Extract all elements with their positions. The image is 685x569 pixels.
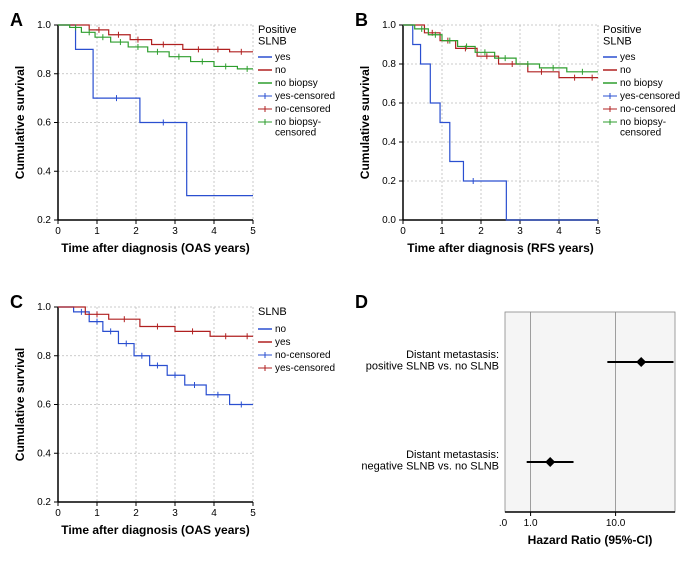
panel-A: A 0 1 2 3 4 5 0.2 0.4 0.6 0.8 1.0 Time after diagno… — [10, 10, 340, 277]
svg-text:Time after diagnosis (OAS year: Time after diagnosis (OAS years) — [61, 241, 250, 255]
panel-label-A: A — [10, 10, 23, 31]
svg-text:yes: yes — [620, 52, 636, 63]
svg-text:PositiveSLNB: PositiveSLNB — [603, 24, 642, 48]
svg-text:1.0: 1.0 — [37, 20, 51, 31]
svg-text:5: 5 — [595, 226, 601, 237]
svg-text:no: no — [620, 65, 632, 76]
panel-label-B: B — [355, 10, 368, 31]
svg-text:Time after diagnosis (RFS year: Time after diagnosis (RFS years) — [407, 241, 594, 255]
svg-text:0.4: 0.4 — [37, 166, 51, 177]
svg-text:3: 3 — [517, 226, 523, 237]
svg-text:no biopsy: no biopsy — [620, 78, 663, 89]
svg-text:0.6: 0.6 — [37, 400, 51, 411]
svg-text:0.6: 0.6 — [382, 98, 396, 109]
svg-text:Time after diagnosis (OAS year: Time after diagnosis (OAS years) — [61, 523, 250, 537]
panel-svg-A: 0 1 2 3 4 5 0.2 0.4 0.6 0.8 1.0 Time after diagnosi… — [10, 10, 340, 270]
svg-text:2: 2 — [133, 226, 139, 237]
svg-text:no-censored: no-censored — [275, 350, 331, 361]
svg-text:3: 3 — [172, 508, 178, 519]
svg-text:1: 1 — [94, 508, 100, 519]
svg-text:10.0: 10.0 — [606, 518, 626, 529]
svg-text:Cumulative survival: Cumulative survival — [13, 66, 27, 179]
svg-text:1.0: 1.0 — [524, 518, 538, 529]
svg-text:2: 2 — [478, 226, 484, 237]
svg-text:0: 0 — [400, 226, 406, 237]
svg-text:0.2: 0.2 — [37, 215, 51, 226]
svg-text:0.6: 0.6 — [37, 118, 51, 129]
svg-text:Cumulative survival: Cumulative survival — [13, 348, 27, 461]
svg-text:0: 0 — [55, 508, 61, 519]
panel-svg-B: 0 1 2 3 4 5 0.0 0.2 0.4 0.6 0.8 1.0 Time after diagn… — [355, 10, 685, 270]
svg-text:1.0: 1.0 — [37, 302, 51, 313]
figure-grid: A 0123450.20.40.60.81.0Time after diagno… — [10, 10, 675, 559]
svg-text:3: 3 — [172, 226, 178, 237]
svg-text:no-censored: no-censored — [275, 104, 331, 115]
svg-text:0.2: 0.2 — [37, 497, 51, 508]
panel-svg-D: .0 1.0 10.0 Hazard Ratio (95%-CI) Distant me… — [355, 292, 685, 552]
panel-svg-C: 0 1 2 3 4 5 0.2 0.4 0.6 0.8 1.0 Time after diagnosi… — [10, 292, 340, 552]
svg-text:4: 4 — [211, 508, 217, 519]
svg-text:no-censored: no-censored — [620, 104, 676, 115]
svg-text:no: no — [275, 65, 287, 76]
svg-text:5: 5 — [250, 226, 256, 237]
svg-text:yes: yes — [275, 337, 291, 348]
svg-text:0.8: 0.8 — [37, 351, 51, 362]
svg-text:1: 1 — [94, 226, 100, 237]
svg-text:yes-censored: yes-censored — [620, 91, 680, 102]
panel-label-D: D — [355, 292, 368, 313]
svg-text:PositiveSLNB: PositiveSLNB — [258, 24, 297, 48]
svg-text:0.4: 0.4 — [382, 137, 396, 148]
svg-text:no biopsy: no biopsy — [275, 78, 318, 89]
svg-text:0.0: 0.0 — [382, 215, 396, 226]
svg-text:Distant metastasis:positive SL: Distant metastasis:positive SLNB vs. no … — [366, 349, 499, 373]
svg-text:yes-censored: yes-censored — [275, 363, 335, 374]
svg-text:yes: yes — [275, 52, 291, 63]
svg-text:Distant metastasis:negative SL: Distant metastasis:negative SLNB vs. no … — [361, 449, 499, 473]
svg-text:Cumulative survival: Cumulative survival — [358, 66, 372, 179]
svg-text:.0: .0 — [499, 518, 508, 529]
svg-text:1: 1 — [439, 226, 445, 237]
svg-text:0.8: 0.8 — [37, 69, 51, 80]
svg-text:no biopsy-censored: no biopsy-censored — [275, 117, 321, 139]
svg-text:0: 0 — [55, 226, 61, 237]
svg-text:no biopsy-censored: no biopsy-censored — [620, 117, 666, 139]
svg-text:no: no — [275, 324, 287, 335]
panel-B: B 0 1 2 3 4 5 0.0 0.2 0.4 0.6 0.8 1.0 Time after dia… — [355, 10, 685, 277]
svg-text:2: 2 — [133, 508, 139, 519]
svg-text:4: 4 — [556, 226, 562, 237]
panel-label-C: C — [10, 292, 23, 313]
svg-text:0.4: 0.4 — [37, 448, 51, 459]
svg-text:0.8: 0.8 — [382, 59, 396, 70]
svg-text:4: 4 — [211, 226, 217, 237]
panel-C: C 0 1 2 3 4 5 0.2 0.4 0.6 0.8 1.0 Time after diagno… — [10, 292, 340, 559]
svg-text:0.2: 0.2 — [382, 176, 396, 187]
svg-text:1.0: 1.0 — [382, 20, 396, 31]
panel-D: D .0 1.0 10.0 Hazard Ratio (95%-CI) Distant … — [355, 292, 685, 559]
svg-text:yes-censored: yes-censored — [275, 91, 335, 102]
svg-text:Hazard Ratio (95%-CI): Hazard Ratio (95%-CI) — [528, 533, 653, 547]
svg-text:SLNB: SLNB — [258, 306, 287, 318]
svg-text:5: 5 — [250, 508, 256, 519]
